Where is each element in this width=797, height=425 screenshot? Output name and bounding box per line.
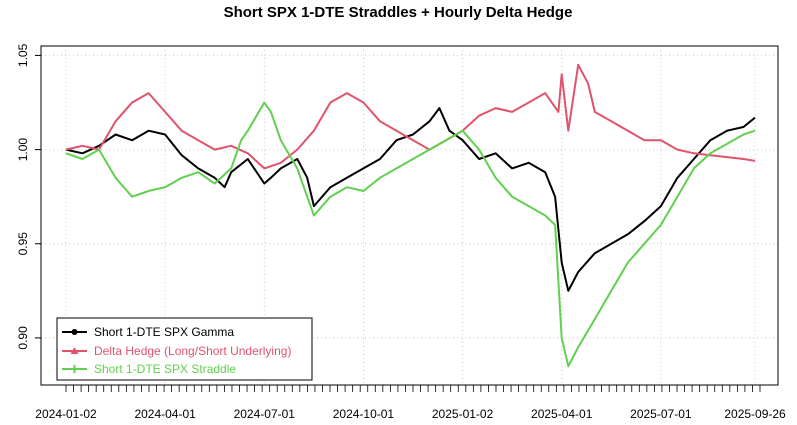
y-tick-label: 1.05 [16, 43, 30, 67]
chart-title: Short SPX 1-DTE Straddles + Hourly Delta… [224, 4, 573, 21]
x-tick-label: 2025-09-26 [724, 407, 786, 421]
legend-box [56, 317, 313, 381]
series-line-1 [65, 63, 756, 170]
x-tick-label: 2025-07-01 [630, 407, 692, 421]
legend-label-gamma: Short 1-DTE SPX Gamma [94, 325, 234, 339]
x-tick-label: 2024-10-01 [333, 407, 395, 421]
y-tick-label: 1.00 [16, 138, 30, 162]
legend-label-straddle: Short 1-DTE SPX Straddle [94, 362, 236, 376]
legend: Short 1-DTE SPX Gamma Delta Hedge (Long/… [56, 317, 313, 381]
x-tick-label: 2024-07-01 [234, 407, 296, 421]
plot-frame [40, 45, 779, 386]
series-group [65, 63, 756, 368]
x-tick-label: 2024-04-01 [134, 407, 196, 421]
legend-marker-gamma [71, 329, 78, 335]
x-tick-label: 2025-04-01 [531, 407, 593, 421]
y-axis: 0.90 0.95 1.00 1.05 [16, 43, 41, 350]
legend-marker-delta-hedge [70, 347, 79, 354]
y-tick-label: 0.95 [16, 232, 30, 256]
x-tick-label: 2024-01-02 [35, 407, 97, 421]
legend-label-delta-hedge: Delta Hedge (Long/Short Underlying) [94, 344, 291, 358]
legend-item-gamma: Short 1-DTE SPX Gamma [62, 325, 234, 339]
legend-marker-straddle [70, 365, 79, 373]
legend-item-delta-hedge: Delta Hedge (Long/Short Underlying) [62, 344, 291, 358]
y-tick-label: 0.90 [16, 326, 30, 350]
series-line-2 [65, 101, 756, 368]
series-line-0 [65, 107, 756, 292]
x-axis: 2024-01-02 2024-04-01 2024-07-01 2024-10-01… [35, 385, 786, 421]
x-tick-label: 2025-01-02 [432, 407, 494, 421]
legend-item-straddle: Short 1-DTE SPX Straddle [62, 362, 236, 376]
